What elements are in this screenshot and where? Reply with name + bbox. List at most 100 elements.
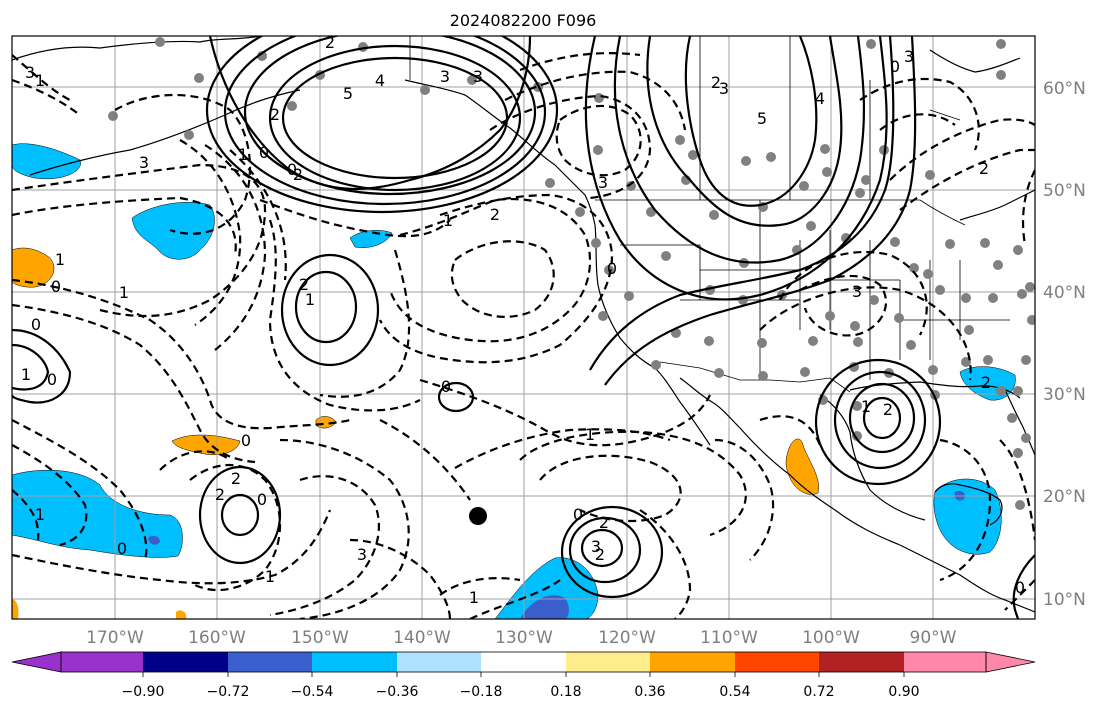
contour-label: 1 (469, 588, 479, 607)
coast-alaska-peninsula (29, 89, 301, 176)
contour-label: 1 (21, 365, 31, 384)
contour-label: 2 (231, 469, 241, 488)
coast-bc (554, 164, 596, 226)
contour-label: 1 (119, 283, 129, 302)
contour-label: 1 (238, 145, 248, 164)
anomaly-darkblue-2 (520, 595, 569, 619)
longitude-labels: 170°W 160°W 150°W 140°W 130°W 120°W 110°… (86, 628, 957, 648)
lon-label: 90°W (910, 628, 957, 648)
contour-label: 0 (441, 377, 451, 396)
anomaly-darkblue-1 (148, 535, 160, 545)
contour-label: 3 (473, 67, 483, 86)
contour-label: 2 (270, 105, 280, 124)
coast-yucatan (934, 483, 1003, 526)
contour-label: 1 (443, 211, 453, 230)
colorbar-extend-max (985, 651, 1036, 673)
colorbar-tick-label: −0.72 (207, 684, 250, 700)
colorbar-bin (650, 652, 735, 672)
contour-label: 0 (117, 539, 127, 558)
colorbar-frame (60, 651, 987, 673)
map-frame (11, 35, 1036, 620)
lon-label: 170°W (86, 628, 144, 648)
anomaly-orange-5 (12, 599, 19, 619)
contour-label: 1 (35, 71, 45, 90)
contour-label: 2 (979, 159, 989, 178)
colorbar: −0.90 −0.72 −0.54 −0.36 −0.18 0.18 0.36 … (11, 651, 1036, 700)
contour-label: 2 (599, 513, 609, 532)
coast-hudson (929, 49, 1021, 73)
colorbar-tick-label: −0.54 (291, 684, 334, 700)
contour-labels: 2 4 3 5 3 2 0 1 3 2 1 3 5 4 3 0 3 3 0 1 (21, 33, 1025, 607)
contour-label: 2 (299, 275, 309, 294)
lon-label: 150°W (291, 628, 349, 648)
anomaly-blue-3 (349, 230, 393, 248)
contour-label: 3 (904, 47, 914, 66)
colorbar-tick-label: −0.90 (122, 684, 165, 700)
anomaly-orange-2 (171, 434, 241, 456)
contour-label: 0 (51, 277, 61, 296)
contour-label: 0 (257, 490, 267, 509)
contour-label: 2 (981, 373, 991, 392)
contour-label: 3 (440, 67, 450, 86)
lon-label: 140°W (393, 628, 451, 648)
graticule (12, 36, 1035, 619)
colorbar-bin (397, 652, 481, 672)
coast-gulf-california (679, 377, 741, 429)
contour-label: 2 (325, 33, 335, 52)
contour-label: 1 (55, 250, 65, 269)
contour-label: 3 (591, 537, 601, 556)
contour-label: 3 (139, 153, 149, 172)
anomaly-orange-6 (176, 610, 187, 619)
contour-label: 2 (711, 73, 721, 92)
anomaly-orange-4 (785, 438, 819, 495)
lat-label: 20°N (1043, 487, 1086, 507)
colorbar-bin (819, 652, 904, 672)
map-panel: 2 4 3 5 3 2 0 1 3 2 1 3 5 4 3 0 3 3 0 1 (11, 33, 1036, 620)
lon-label: 100°W (802, 628, 860, 648)
contour-label: 5 (757, 109, 767, 128)
coast-central-america (899, 544, 1035, 613)
colorbar-bin (61, 652, 143, 672)
colorbar-tick-label: 0.18 (550, 684, 581, 700)
contour-label: 1 (585, 425, 595, 444)
anomaly-orange-1 (12, 247, 55, 288)
lon-label: 110°W (700, 628, 758, 648)
coast-alaska (12, 36, 261, 61)
colorbar-bin (566, 652, 650, 672)
coast-gulf-mexico (819, 394, 926, 521)
contour-label: 0 (573, 505, 583, 524)
colorbar-tick-label: 0.72 (803, 684, 834, 700)
anomaly-blue-4 (12, 469, 183, 558)
coast-west-mexico (739, 427, 901, 546)
colorbar-tick-label: 0.90 (888, 684, 919, 700)
latitude-labels: 60°N 50°N 40°N 30°N 20°N 10°N (1043, 79, 1086, 610)
contour-label: 3 (852, 282, 862, 301)
colorbar-tick-label: −0.18 (460, 684, 503, 700)
lat-label: 40°N (1043, 283, 1086, 303)
border-provinces (699, 36, 961, 200)
contour-label: 1 (265, 567, 275, 586)
contour-label: 3 (719, 79, 729, 98)
contour-label: 4 (375, 71, 385, 90)
lon-label: 160°W (188, 628, 246, 648)
contour-label: 2 (595, 545, 605, 564)
contour-label: 3 (357, 545, 367, 564)
lat-label: 60°N (1043, 79, 1086, 99)
contour-label: 2 (293, 165, 303, 184)
coast-baja (654, 367, 711, 446)
contour-label: 0 (241, 431, 251, 450)
contour-label: 2 (883, 400, 893, 419)
contour-label: 3 (25, 63, 35, 82)
border-states-1 (620, 200, 801, 380)
lat-label: 10°N (1043, 590, 1086, 610)
border-canada-us (595, 199, 966, 226)
contour-label: 0 (31, 315, 41, 334)
contour-label: 0 (259, 143, 269, 162)
contour-label: 3 (598, 173, 608, 192)
lon-label: 120°W (598, 628, 656, 648)
colorbar-bin (143, 652, 228, 672)
contour-label: 1 (35, 505, 45, 524)
contour-label: 0 (287, 160, 297, 179)
storm-center-marker (469, 507, 487, 525)
lat-label: 30°N (1043, 385, 1086, 405)
